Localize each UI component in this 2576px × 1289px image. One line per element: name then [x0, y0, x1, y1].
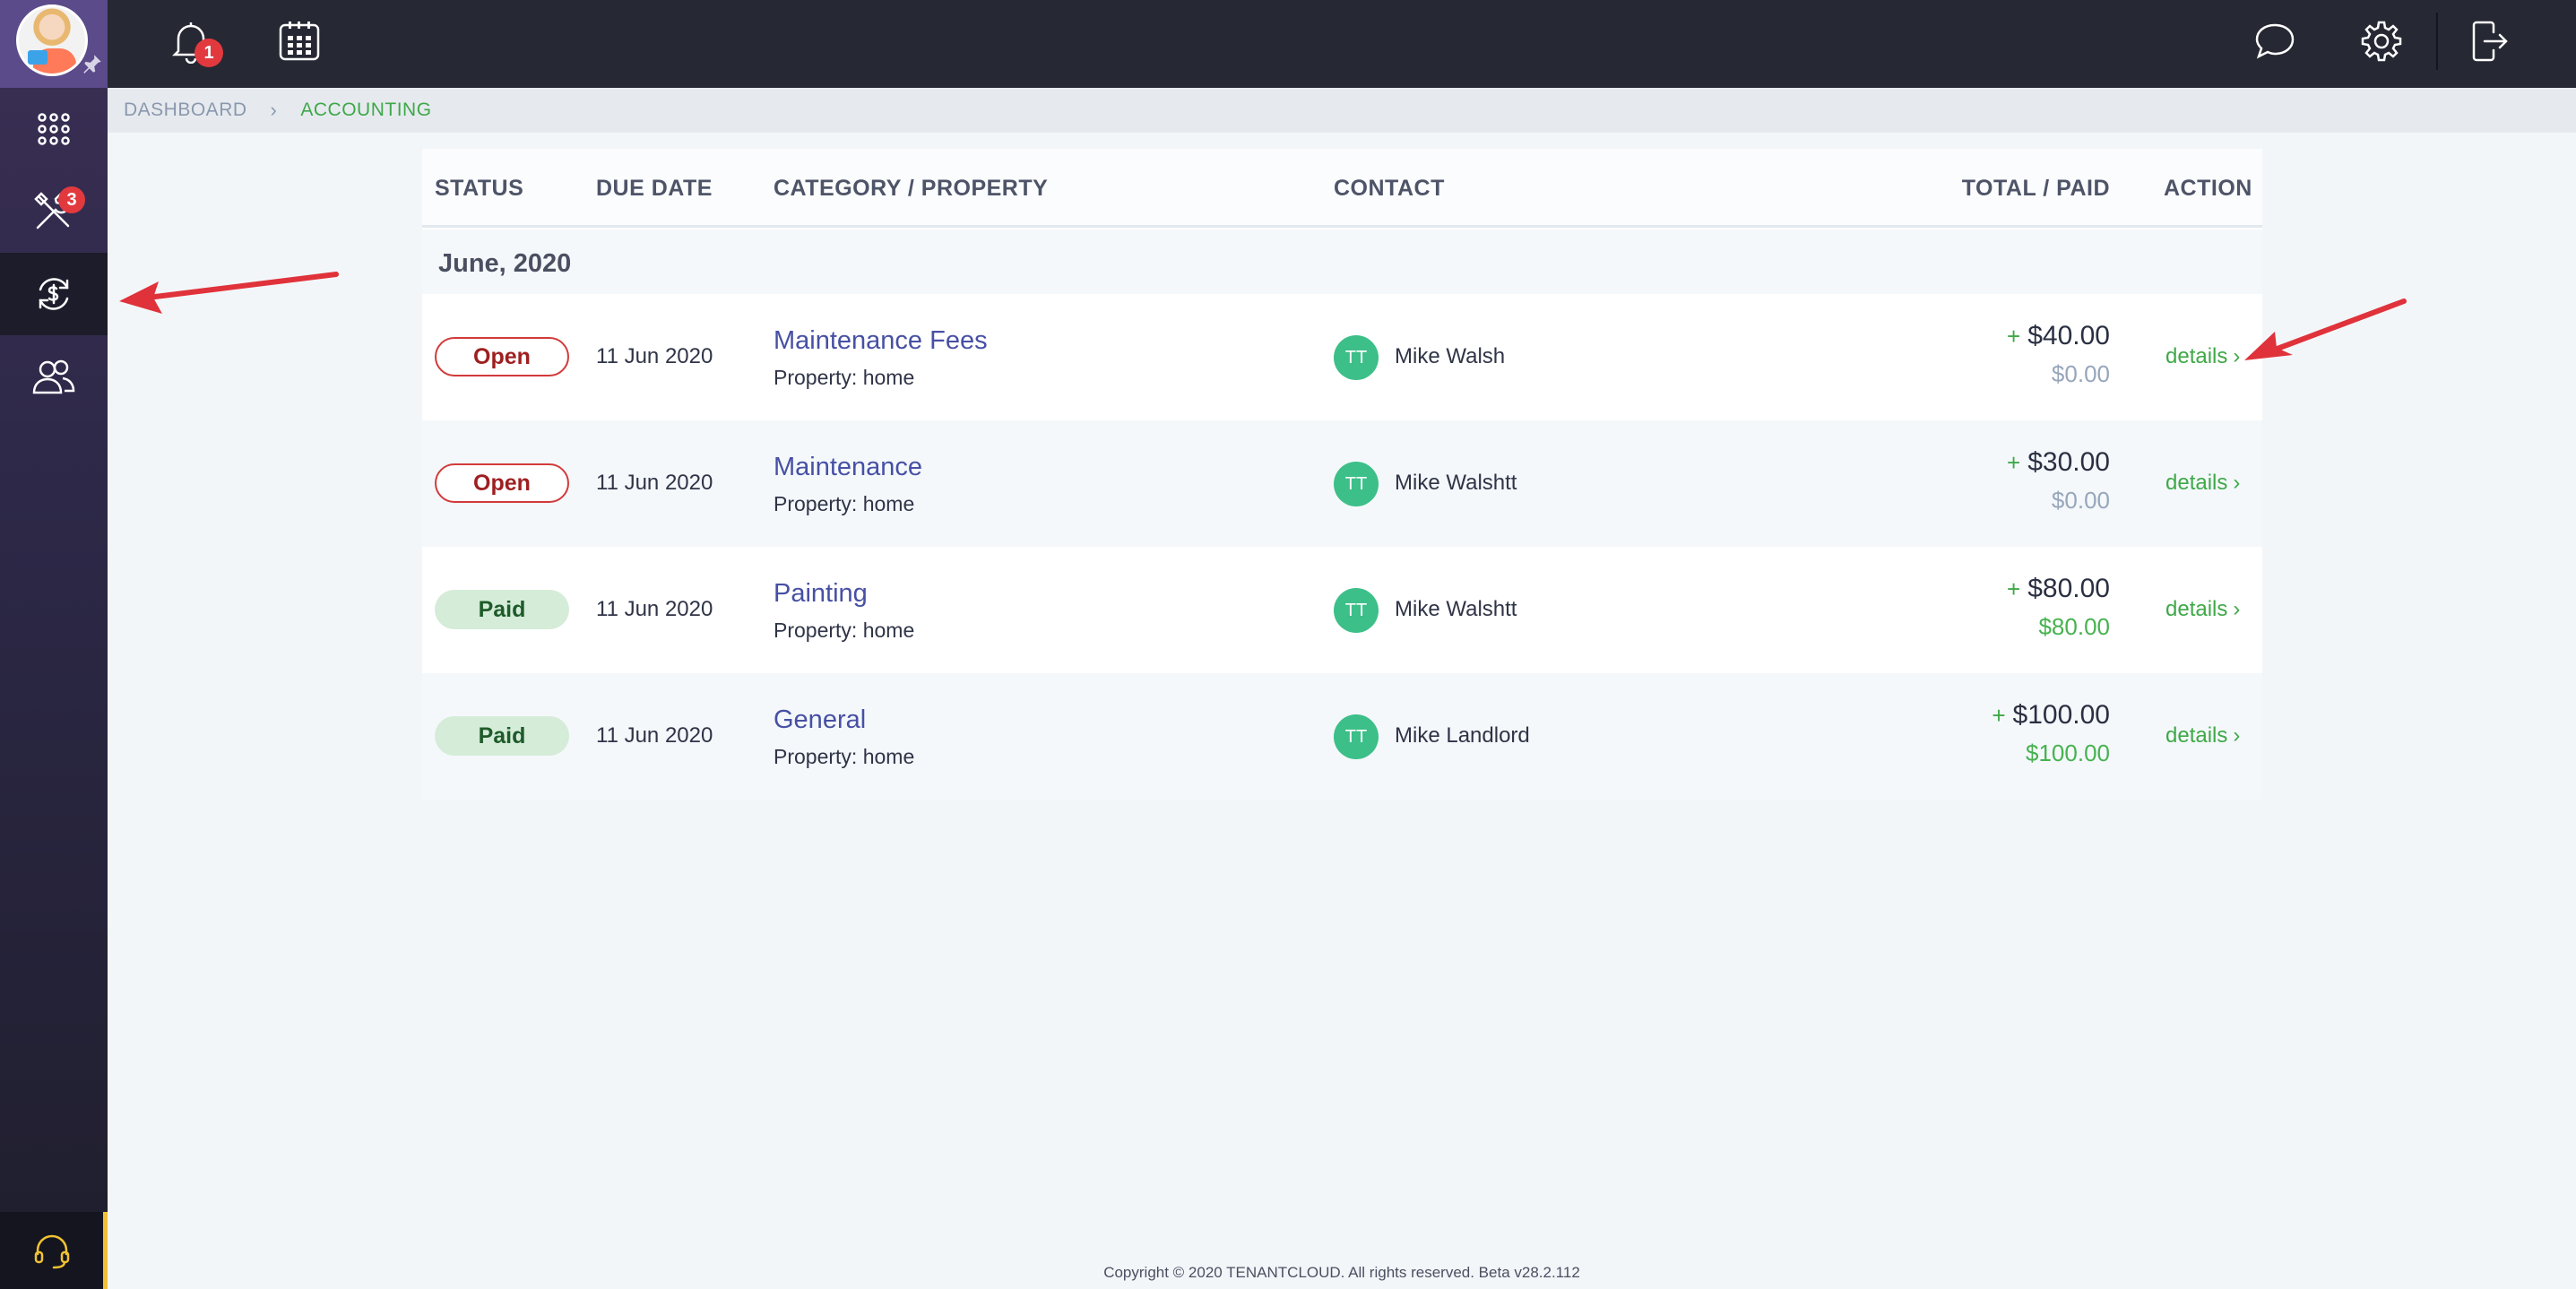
- chevron-right-icon: ›: [2233, 471, 2241, 495]
- amounts: + $40.00 $0.00: [2007, 321, 2110, 388]
- users-icon: [32, 359, 75, 394]
- status-badge: Open: [435, 463, 569, 503]
- due-date: 11 Jun 2020: [596, 723, 713, 748]
- grid-icon: [38, 113, 70, 145]
- breadcrumb-accounting: ACCOUNTING: [300, 99, 432, 120]
- sidebar: 3: [0, 0, 108, 1289]
- table-row[interactable]: Open 11 Jun 2020 Maintenance Fees Proper…: [422, 294, 2262, 420]
- due-date: 11 Jun 2020: [596, 344, 713, 368]
- breadcrumb: DASHBOARD › ACCOUNTING: [108, 88, 2576, 133]
- paid-amount: $0.00: [2051, 360, 2110, 387]
- contact-avatar: TT: [1334, 462, 1379, 506]
- details-link[interactable]: details ›: [2165, 597, 2240, 622]
- pin-icon[interactable]: [81, 52, 104, 75]
- gear-icon: [2361, 21, 2402, 62]
- plus-sign: +: [2007, 323, 2021, 350]
- details-link[interactable]: details ›: [2165, 723, 2240, 748]
- paid-amount: $80.00: [2038, 613, 2110, 640]
- top-bar: 1: [108, 0, 2576, 88]
- details-link[interactable]: details ›: [2165, 471, 2240, 496]
- sidebar-item-accounting[interactable]: [0, 253, 108, 335]
- category-link[interactable]: Painting: [774, 579, 868, 608]
- status-badge: Paid: [435, 716, 569, 756]
- status-badge: Open: [435, 337, 569, 376]
- chat-icon: [2255, 23, 2295, 59]
- breadcrumb-dashboard[interactable]: DASHBOARD: [124, 99, 247, 120]
- header-total[interactable]: TOTAL / PAID: [1961, 176, 2110, 201]
- paid-amount: $0.00: [2051, 487, 2110, 514]
- details-link[interactable]: details ›: [2165, 344, 2240, 369]
- footer: Copyright © 2020 TENANTCLOUD. All rights…: [1103, 1264, 1580, 1281]
- chevron-right-icon: ›: [2233, 597, 2241, 621]
- paid-amount: $100.00: [2026, 740, 2110, 766]
- details-label: details: [2165, 344, 2228, 368]
- sidebar-item-contacts[interactable]: [0, 335, 108, 418]
- property-label: Property: home: [774, 619, 915, 642]
- contact-name[interactable]: Mike Landlord: [1395, 723, 1530, 748]
- chevron-right-icon: ›: [270, 99, 278, 121]
- calendar-button[interactable]: [272, 14, 326, 68]
- support-button[interactable]: [0, 1212, 108, 1289]
- contact-name[interactable]: Mike Walshtt: [1395, 597, 1517, 621]
- plus-sign: +: [2007, 575, 2021, 602]
- chevron-right-icon: ›: [2233, 723, 2241, 748]
- details-label: details: [2165, 471, 2228, 495]
- total-amount: $40.00: [2027, 321, 2110, 350]
- contact-avatar: TT: [1334, 714, 1379, 759]
- category-link[interactable]: Maintenance: [774, 453, 923, 481]
- amounts: + $80.00 $80.00: [2007, 574, 2110, 641]
- topbar-divider: [2436, 13, 2438, 70]
- total-amount: $80.00: [2027, 574, 2110, 603]
- plus-sign: +: [2007, 449, 2021, 476]
- table-row[interactable]: Open 11 Jun 2020 Maintenance Property: h…: [422, 420, 2262, 547]
- maintenance-badge: 3: [58, 186, 85, 213]
- avatar[interactable]: [16, 4, 88, 76]
- category-link[interactable]: General: [774, 705, 867, 734]
- notifications-badge: 1: [194, 39, 223, 67]
- chat-button[interactable]: [2248, 14, 2302, 68]
- settings-button[interactable]: [2355, 14, 2408, 68]
- annotation-arrow-left: [119, 272, 339, 314]
- logout-icon: [2472, 21, 2508, 62]
- total-amount: $100.00: [2012, 700, 2110, 730]
- sidebar-profile: [0, 0, 108, 88]
- header-action: ACTION: [2164, 176, 2252, 201]
- amounts: + $30.00 $0.00: [2007, 447, 2110, 515]
- category-link[interactable]: Maintenance Fees: [774, 326, 988, 355]
- sidebar-item-apps[interactable]: [0, 88, 108, 170]
- annotation-arrow-right: [2244, 298, 2407, 360]
- property-label: Property: home: [774, 366, 915, 389]
- status-badge: Paid: [435, 590, 569, 629]
- due-date: 11 Jun 2020: [596, 471, 713, 495]
- plus-sign: +: [1992, 702, 2006, 729]
- accounting-table: STATUS DUE DATE CATEGORY / PROPERTY CONT…: [422, 149, 2262, 800]
- details-label: details: [2165, 723, 2228, 748]
- contact-name[interactable]: Mike Walshtt: [1395, 471, 1517, 495]
- table-row[interactable]: Paid 11 Jun 2020 General Property: home …: [422, 673, 2262, 800]
- contact-avatar: TT: [1334, 588, 1379, 633]
- notifications-button[interactable]: 1: [164, 14, 223, 68]
- sidebar-item-maintenance[interactable]: 3: [0, 170, 108, 253]
- contact-avatar: TT: [1334, 335, 1379, 380]
- property-label: Property: home: [774, 492, 915, 515]
- group-header: June, 2020: [422, 229, 2262, 294]
- chevron-right-icon: ›: [2233, 344, 2241, 368]
- calendar-icon: [279, 22, 320, 61]
- due-date: 11 Jun 2020: [596, 597, 713, 621]
- table-row[interactable]: Paid 11 Jun 2020 Painting Property: home…: [422, 547, 2262, 673]
- header-due-date[interactable]: DUE DATE: [596, 176, 713, 201]
- group-label: June, 2020: [438, 249, 572, 278]
- details-label: details: [2165, 597, 2228, 621]
- property-label: Property: home: [774, 745, 915, 768]
- dollar-cycle-icon: [39, 278, 69, 310]
- headset-icon: [34, 1234, 69, 1269]
- contact-name[interactable]: Mike Walsh: [1395, 344, 1506, 368]
- header-contact[interactable]: CONTACT: [1334, 176, 1445, 201]
- table-header: STATUS DUE DATE CATEGORY / PROPERTY CONT…: [422, 149, 2262, 228]
- header-category[interactable]: CATEGORY / PROPERTY: [774, 176, 1049, 201]
- total-amount: $30.00: [2027, 447, 2110, 477]
- logout-button[interactable]: [2463, 14, 2517, 68]
- amounts: + $100.00 $100.00: [1992, 700, 2110, 767]
- header-status[interactable]: STATUS: [435, 176, 524, 201]
